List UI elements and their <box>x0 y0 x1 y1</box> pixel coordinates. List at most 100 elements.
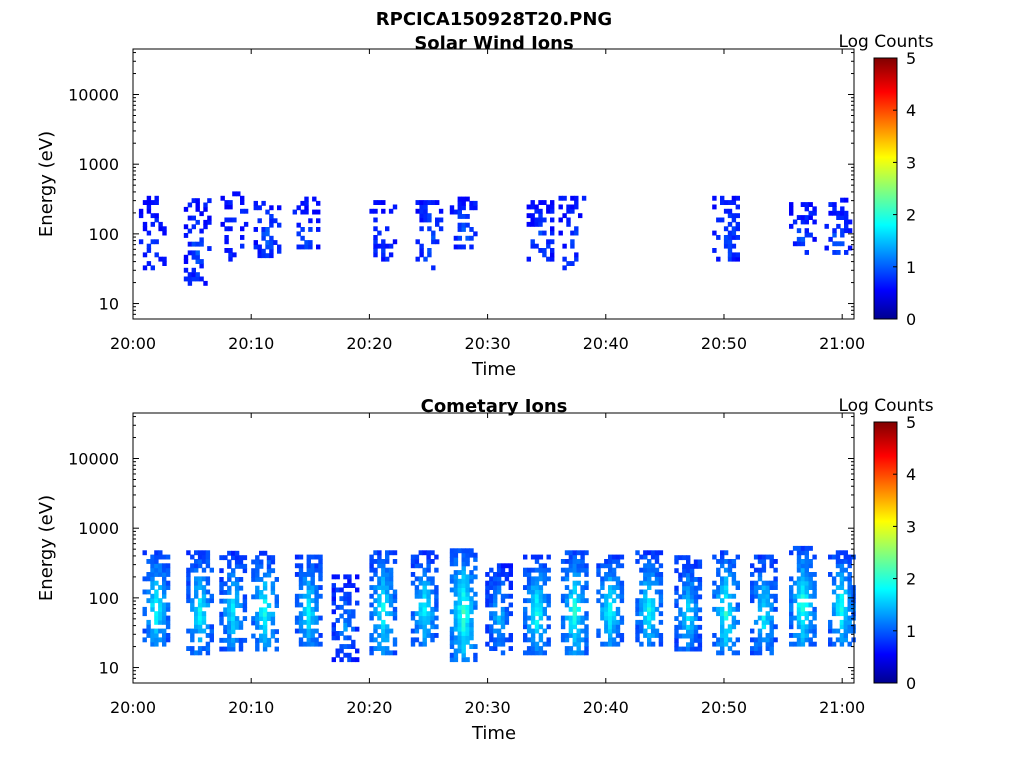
heatmap-cell <box>792 580 798 586</box>
heatmap-cell <box>576 598 581 604</box>
heatmap-cell <box>373 217 378 223</box>
heatmap-cell <box>835 637 841 643</box>
heatmap-cell <box>449 635 455 641</box>
heatmap-cell <box>689 585 695 591</box>
heatmap-cell <box>538 554 544 560</box>
heatmap-cell <box>373 239 378 245</box>
heatmap-cell <box>542 641 547 647</box>
heatmap-cell <box>369 563 374 569</box>
heatmap-cell <box>194 619 199 625</box>
heatmap-cell <box>457 570 462 575</box>
heatmap-cell <box>253 244 258 250</box>
heatmap-cell <box>485 593 490 599</box>
heatmap-cell <box>423 200 428 205</box>
heatmap-cell <box>335 648 340 654</box>
heatmap-cell <box>187 250 193 256</box>
heatmap-cell <box>457 591 462 597</box>
heatmap-cell <box>410 628 416 634</box>
heatmap-cell <box>298 593 304 599</box>
heatmap-cell <box>489 637 494 643</box>
colorbar-tick-label: 3 <box>906 153 916 172</box>
heatmap-cell <box>542 628 547 634</box>
heatmap-cell <box>650 641 656 647</box>
heatmap-cell <box>716 589 721 595</box>
heatmap-cell <box>194 650 199 656</box>
heatmap-cell <box>723 550 729 556</box>
heatmap-cell <box>576 567 581 573</box>
heatmap-cell <box>735 606 740 612</box>
heatmap-cell <box>835 550 841 556</box>
heatmap-cell <box>530 200 535 205</box>
heatmap-cell <box>847 615 852 621</box>
heatmap-cell <box>800 611 806 617</box>
heatmap-cell <box>388 576 394 582</box>
heatmap-cell <box>273 218 278 224</box>
heatmap-cell <box>302 580 308 586</box>
heatmap-cell <box>306 641 311 647</box>
heatmap-cell <box>576 619 581 625</box>
heatmap-cell <box>530 637 536 643</box>
heatmap-cell <box>430 576 435 582</box>
heatmap-cell <box>796 554 802 560</box>
heatmap-cell <box>682 611 687 617</box>
heatmap-cell <box>615 624 621 630</box>
heatmap-cell <box>697 594 703 600</box>
heatmap-cell <box>769 633 774 638</box>
heatmap-cell <box>596 563 601 569</box>
heatmap-cell <box>534 650 540 656</box>
heatmap-cell <box>650 633 656 638</box>
heatmap-cell <box>792 598 798 604</box>
heatmap-cell <box>227 577 232 582</box>
heatmap-cell <box>564 559 570 564</box>
heatmap-cell <box>568 619 574 625</box>
heatmap-cell <box>650 580 656 586</box>
heatmap-cell <box>377 576 382 582</box>
heatmap-cell <box>804 602 809 608</box>
heatmap-cell <box>298 576 304 582</box>
heatmap-cell <box>227 629 232 635</box>
heatmap-cell <box>757 593 763 599</box>
heatmap-cell <box>373 235 378 240</box>
heatmap-cell <box>265 244 270 250</box>
heatmap-cell <box>461 578 466 584</box>
heatmap-cell <box>373 637 378 643</box>
heatmap-cell <box>716 567 721 573</box>
heatmap-cell <box>453 604 459 610</box>
heatmap-cell <box>262 550 268 556</box>
heatmap-cell <box>530 650 536 656</box>
heatmap-cell <box>843 611 848 617</box>
heatmap-cell <box>331 657 336 663</box>
heatmap-cell <box>190 554 195 560</box>
heatmap-cell <box>828 210 833 216</box>
heatmap-cell <box>608 637 613 643</box>
heatmap-cell <box>789 641 794 647</box>
x-axis-label: Time <box>471 723 516 744</box>
heatmap-cell <box>654 567 660 573</box>
heatmap-cell <box>426 598 431 604</box>
heatmap-cell <box>615 576 621 582</box>
heatmap-cell <box>720 550 725 556</box>
colorbar-tick-label: 2 <box>906 206 916 225</box>
heatmap-cell <box>584 563 589 569</box>
heatmap-cell <box>251 568 256 574</box>
heatmap-cell <box>800 580 806 586</box>
heatmap-cell <box>257 218 262 224</box>
heatmap-cell <box>426 628 431 634</box>
heatmap-cell <box>489 598 494 604</box>
heatmap-cell <box>568 650 574 656</box>
heatmap-cell <box>473 231 478 237</box>
colorbar-tick-label: 0 <box>906 674 916 693</box>
heatmap-cell <box>262 598 268 604</box>
heatmap-cell <box>392 611 398 617</box>
heatmap-cell <box>570 204 575 210</box>
heatmap-cell <box>410 615 416 621</box>
heatmap-cell <box>302 572 308 577</box>
heatmap-cell <box>723 633 729 638</box>
heatmap-cell <box>550 208 555 214</box>
heatmap-cell <box>255 555 260 561</box>
heatmap-cell <box>538 624 544 630</box>
heatmap-cell <box>731 563 737 569</box>
heatmap-cell <box>523 567 528 573</box>
heatmap-cell <box>697 646 703 652</box>
